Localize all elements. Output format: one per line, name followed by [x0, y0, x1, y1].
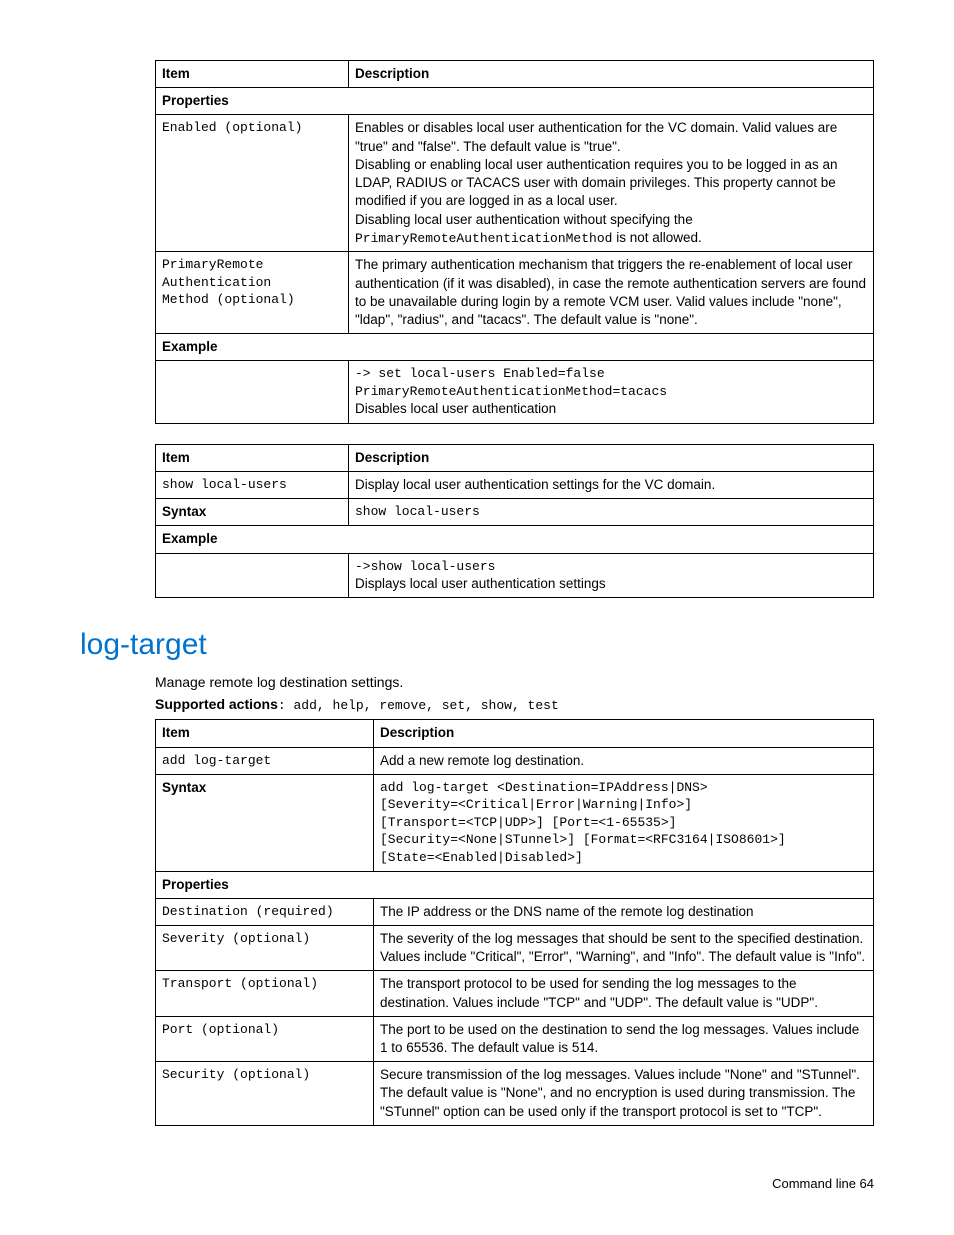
add-item: add log-target	[156, 747, 374, 774]
header-item: Item	[156, 720, 374, 747]
syntax-label: Syntax	[156, 499, 349, 526]
section-intro: Manage remote log destination settings.	[155, 674, 874, 690]
enabled-desc-1: Enables or disables local user authentic…	[355, 120, 837, 153]
example-row: Example	[156, 526, 874, 553]
dest-desc: The IP address or the DNS name of the re…	[374, 898, 874, 925]
port-item: Port (optional)	[156, 1016, 374, 1061]
example-content: ->show local-users Displays local user a…	[349, 553, 874, 598]
show-item: show local-users	[156, 471, 349, 498]
header-item: Item	[156, 61, 349, 88]
header-desc: Description	[374, 720, 874, 747]
sev-desc: The severity of the log messages that sh…	[374, 925, 874, 970]
dest-item: Destination (required)	[156, 898, 374, 925]
sev-item: Severity (optional)	[156, 925, 374, 970]
supported-actions: Supported actions: add, help, remove, se…	[155, 696, 874, 713]
table-local-users-set: Item Description Properties Enabled (opt…	[155, 60, 874, 424]
table-local-users-show: Item Description show local-users Displa…	[155, 444, 874, 599]
page-footer: Command line 64	[80, 1176, 874, 1191]
sec-desc: Secure transmission of the log messages.…	[374, 1062, 874, 1126]
add-desc: Add a new remote log destination.	[374, 747, 874, 774]
section-title: log-target	[80, 628, 874, 662]
port-desc: The port to be used on the destination t…	[374, 1016, 874, 1061]
enabled-desc: Enables or disables local user authentic…	[349, 115, 874, 252]
syntax-code: add log-target <Destination=IPAddress|DN…	[374, 774, 874, 871]
header-desc: Description	[349, 444, 874, 471]
trans-desc: The transport protocol to be used for se…	[374, 971, 874, 1016]
pram-item: PrimaryRemote Authentication Method (opt…	[156, 252, 349, 334]
properties-row: Properties	[156, 871, 874, 898]
enabled-desc-2: Disabling or enabling local user authent…	[355, 157, 838, 208]
enabled-desc-3c: is not allowed.	[612, 230, 701, 245]
example-text: Displays local user authentication setti…	[355, 575, 867, 593]
show-desc: Display local user authentication settin…	[349, 471, 874, 498]
trans-item: Transport (optional)	[156, 971, 374, 1016]
example-code-2: PrimaryRemoteAuthenticationMethod=tacacs	[355, 383, 867, 401]
supported-code: : add, help, remove, set, show, test	[278, 698, 559, 713]
syntax-label: Syntax	[156, 774, 374, 871]
sec-item: Security (optional)	[156, 1062, 374, 1126]
enabled-item: Enabled (optional)	[156, 115, 349, 252]
pram-desc: The primary authentication mechanism tha…	[349, 252, 874, 334]
enabled-desc-3b: PrimaryRemoteAuthenticationMethod	[355, 231, 612, 246]
supported-label: Supported actions	[155, 696, 278, 712]
example-text: Disables local user authentication	[355, 400, 867, 418]
table-log-target: Item Description add log-target Add a ne…	[155, 719, 874, 1126]
example-row: Example	[156, 334, 874, 361]
example-code: ->show local-users	[355, 558, 867, 576]
properties-row: Properties	[156, 88, 874, 115]
syntax-code: show local-users	[349, 499, 874, 526]
enabled-desc-3a: Disabling local user authentication with…	[355, 212, 693, 227]
example-empty	[156, 553, 349, 598]
example-code-1: -> set local-users Enabled=false	[355, 365, 867, 383]
header-item: Item	[156, 444, 349, 471]
example-content: -> set local-users Enabled=false Primary…	[349, 361, 874, 423]
example-empty	[156, 361, 349, 423]
header-desc: Description	[349, 61, 874, 88]
